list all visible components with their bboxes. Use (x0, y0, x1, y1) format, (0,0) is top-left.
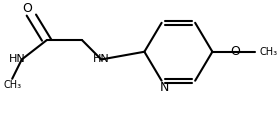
Text: HN: HN (93, 54, 110, 64)
Text: N: N (160, 81, 169, 94)
Text: O: O (22, 2, 32, 15)
Text: CH₃: CH₃ (259, 47, 277, 57)
Text: O: O (230, 45, 240, 58)
Text: CH₃: CH₃ (3, 80, 21, 90)
Text: HN: HN (9, 54, 26, 64)
